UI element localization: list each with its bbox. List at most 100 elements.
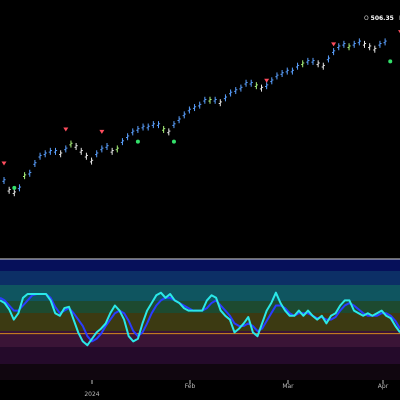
price-bar bbox=[120, 138, 125, 146]
price-bar bbox=[69, 140, 73, 148]
price-bar bbox=[342, 40, 346, 48]
price-bar bbox=[146, 123, 150, 131]
oscillator-pane bbox=[0, 291, 400, 347]
price-bar bbox=[383, 38, 387, 46]
price-bar bbox=[53, 147, 58, 155]
price-bar bbox=[110, 147, 114, 155]
price-bar bbox=[187, 106, 191, 114]
price-bar bbox=[306, 57, 310, 65]
sell-marker bbox=[1, 161, 7, 166]
price-bar bbox=[357, 38, 361, 46]
price-bar bbox=[373, 45, 377, 53]
price-bar bbox=[316, 60, 320, 68]
price-bar bbox=[249, 79, 253, 87]
price-bar bbox=[290, 67, 294, 75]
buy-marker bbox=[388, 59, 393, 64]
price-bar bbox=[162, 125, 166, 133]
sell-marker bbox=[63, 127, 69, 132]
price-bar bbox=[337, 43, 341, 51]
price-bar bbox=[126, 133, 130, 141]
price-bar bbox=[362, 40, 367, 48]
price-bar bbox=[131, 128, 135, 136]
price-bar bbox=[89, 157, 94, 165]
price-bar bbox=[218, 99, 222, 107]
price-bar bbox=[332, 48, 336, 56]
oscillator-band bbox=[0, 259, 400, 271]
x-tick-label: Apr bbox=[378, 383, 389, 390]
price-bar bbox=[192, 104, 197, 112]
x-axis: 2024 Feb Mar Apr bbox=[84, 380, 389, 398]
price-bar bbox=[203, 96, 207, 104]
price-bar bbox=[136, 125, 140, 133]
price-bar bbox=[223, 94, 228, 102]
price-bar bbox=[244, 79, 248, 87]
price-bar bbox=[23, 172, 27, 180]
price-bar bbox=[151, 121, 155, 129]
price-bar bbox=[378, 40, 382, 48]
price-bar bbox=[79, 147, 83, 155]
price-bar bbox=[167, 128, 171, 136]
price-bar bbox=[198, 101, 202, 109]
ohlc-readout: O 506.35 H bbox=[364, 15, 400, 22]
price-bar bbox=[105, 142, 109, 150]
high-label: H bbox=[399, 15, 400, 22]
x-tick-label: Mar bbox=[282, 383, 294, 390]
oscillator-band bbox=[0, 285, 400, 301]
price-bar bbox=[17, 184, 22, 192]
price-bar bbox=[7, 186, 11, 194]
price-bar bbox=[259, 84, 264, 92]
sell-marker bbox=[264, 78, 270, 83]
x-tick-label: Feb bbox=[185, 383, 196, 390]
buy-marker bbox=[135, 139, 140, 144]
price-bar bbox=[115, 145, 119, 153]
open-label: O bbox=[364, 15, 369, 22]
price-bar bbox=[347, 43, 351, 51]
price-bar bbox=[254, 82, 258, 90]
price-bar bbox=[265, 82, 269, 90]
price-bar bbox=[213, 96, 217, 104]
price-bar bbox=[28, 169, 32, 177]
x-tick-label: 2024 bbox=[84, 391, 99, 398]
price-pane bbox=[1, 30, 400, 197]
sell-marker bbox=[331, 42, 337, 47]
price-bar bbox=[2, 177, 6, 185]
price-bar bbox=[326, 55, 331, 63]
price-bar bbox=[177, 116, 181, 124]
oscillator-band bbox=[0, 364, 400, 380]
oscillator-band bbox=[0, 313, 400, 331]
price-bar bbox=[352, 40, 356, 48]
price-bar bbox=[64, 145, 68, 153]
buy-marker bbox=[12, 185, 17, 190]
price-bar bbox=[38, 152, 42, 160]
price-bar bbox=[43, 150, 47, 158]
price-bar bbox=[234, 87, 238, 95]
price-bar bbox=[295, 62, 300, 70]
sell-marker bbox=[99, 129, 105, 134]
oscillator-band bbox=[0, 271, 400, 285]
open-value: 506.35 bbox=[370, 15, 394, 22]
price-bar bbox=[182, 111, 186, 119]
price-bar bbox=[208, 96, 212, 104]
price-bar bbox=[141, 123, 145, 131]
price-bar bbox=[311, 57, 315, 65]
price-bar bbox=[100, 145, 104, 153]
oscillator-bands bbox=[0, 258, 400, 380]
price-bar bbox=[84, 152, 88, 160]
buy-marker bbox=[171, 139, 176, 144]
price-bar bbox=[95, 150, 99, 158]
oscillator-fast-line bbox=[0, 291, 400, 347]
price-bar bbox=[285, 67, 289, 75]
price-bar bbox=[368, 43, 372, 51]
price-bar bbox=[172, 121, 176, 129]
price-bar bbox=[48, 147, 52, 155]
price-bar bbox=[12, 189, 16, 197]
price-bar bbox=[321, 62, 325, 70]
price-bar bbox=[270, 77, 274, 85]
price-bar bbox=[275, 72, 279, 80]
price-bar bbox=[156, 121, 161, 129]
price-bar bbox=[33, 160, 37, 168]
price-bar bbox=[301, 60, 305, 68]
oscillator-band bbox=[0, 347, 400, 364]
price-bar bbox=[59, 150, 63, 158]
